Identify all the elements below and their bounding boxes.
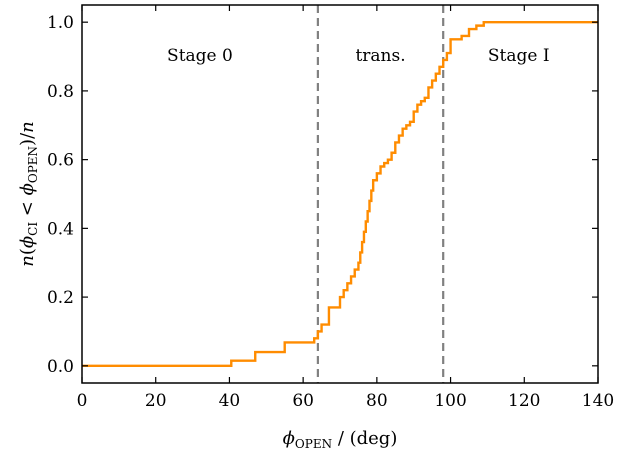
y-axis: 0.0 0.2 0.4 0.6 0.8 1.0 [47,13,598,377]
x-tick-label-5: 100 [434,391,466,411]
y-tick-label-5: 1.0 [47,13,74,33]
region-label-0: Stage 0 [167,46,233,66]
plot-area [82,5,598,383]
region-label-2: Stage I [488,46,550,66]
y-axis-title: n(ϕCI < ϕOPEN)/n [17,121,40,267]
y-tick-label-4: 0.8 [47,82,74,102]
y-tick-label-2: 0.4 [47,219,74,239]
y-tick-label-1: 0.2 [47,288,74,308]
y-tick-label-3: 0.6 [47,151,74,171]
x-tick-label-6: 120 [508,391,540,411]
y-tick-label-0: 0.0 [47,357,74,377]
series-line-0 [82,20,598,368]
plot-frame [81,4,599,384]
x-tick-label-3: 60 [292,391,314,411]
region-label-1: trans. [355,46,405,66]
region-labels: Stage 0 trans. Stage I [167,46,550,66]
x-tick-label-0: 0 [77,391,88,411]
x-tick-label-2: 40 [219,391,241,411]
x-tick-label-1: 20 [145,391,167,411]
x-tick-label-7: 140 [582,391,614,411]
x-axis-title: ϕOPEN / (deg) [283,428,398,451]
x-axis: 0 20 40 60 80 100 120 140 [77,5,614,411]
x-tick-label-4: 80 [366,391,388,411]
